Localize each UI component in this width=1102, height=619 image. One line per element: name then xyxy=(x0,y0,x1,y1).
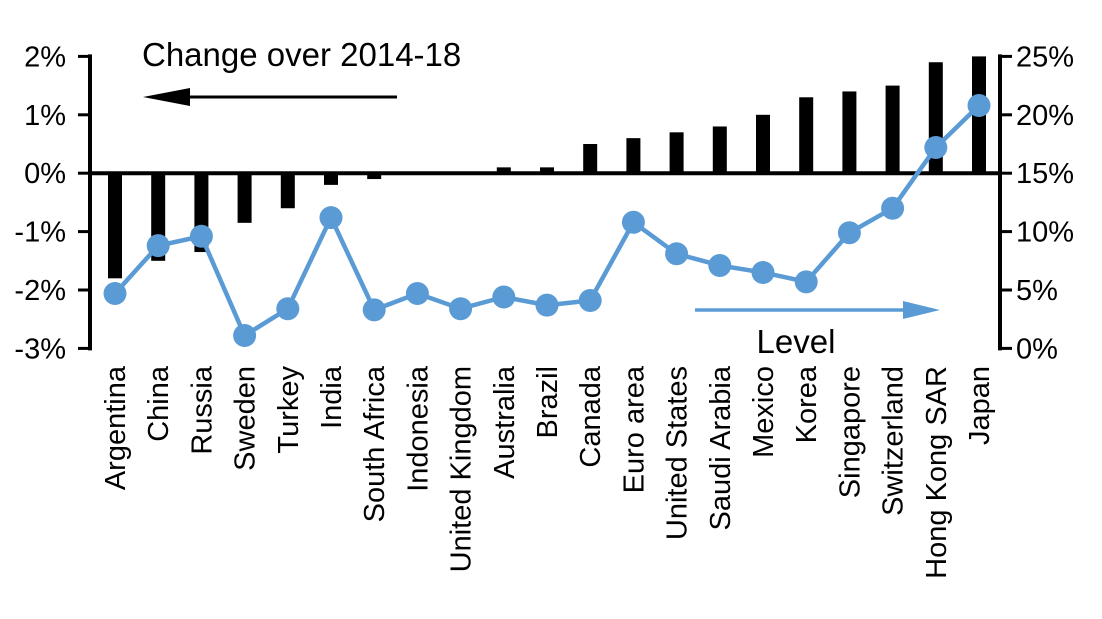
category-label: Saudi Arabia xyxy=(705,365,737,530)
level-marker xyxy=(362,298,386,322)
level-marker xyxy=(967,93,991,117)
right-tick-label: 15% xyxy=(1016,158,1074,190)
bar xyxy=(626,138,641,174)
category-label: Argentina xyxy=(100,365,132,490)
bar xyxy=(280,173,295,209)
category-label: Singapore xyxy=(834,366,866,498)
bar xyxy=(799,97,814,174)
level-marker xyxy=(665,242,689,266)
left-tick-label: 1% xyxy=(24,100,66,132)
right-arrow-head-icon xyxy=(903,301,940,319)
bar xyxy=(583,144,598,174)
category-label: United States xyxy=(662,366,694,540)
left-tick-label: 2% xyxy=(24,41,66,73)
level-marker xyxy=(535,293,559,317)
bar xyxy=(540,167,554,174)
bar xyxy=(885,85,900,174)
level-marker xyxy=(578,289,602,313)
level-marker xyxy=(103,282,127,306)
level-marker xyxy=(837,221,861,245)
category-label: Switzerland xyxy=(878,366,910,516)
left-series-annotation: Change over 2014-18 xyxy=(142,36,461,73)
bar xyxy=(367,173,382,180)
level-marker xyxy=(233,324,257,348)
level-marker xyxy=(449,297,473,321)
left-tick-label: -3% xyxy=(14,333,66,365)
right-tick-label: 20% xyxy=(1016,100,1074,132)
level-marker xyxy=(492,285,516,309)
level-marker xyxy=(794,270,818,294)
category-label: Canada xyxy=(575,365,607,467)
category-label: Korea xyxy=(791,365,823,443)
category-label: Turkey xyxy=(273,366,305,454)
category-label: Japan xyxy=(964,366,996,445)
right-tick-label: 25% xyxy=(1016,41,1074,73)
level-marker xyxy=(924,136,948,160)
level-marker xyxy=(621,210,645,234)
level-marker xyxy=(189,224,213,248)
right-tick-label: 10% xyxy=(1016,217,1074,249)
left-tick-label: -1% xyxy=(14,217,66,249)
category-label: Euro area xyxy=(618,365,650,493)
level-marker xyxy=(276,297,300,321)
bar xyxy=(842,91,857,174)
level-marker xyxy=(881,196,905,220)
category-label: China xyxy=(143,365,175,442)
category-label: United Kingdom xyxy=(446,366,478,572)
bar xyxy=(669,132,684,174)
category-label: Hong Kong SAR xyxy=(921,366,953,579)
bar xyxy=(496,167,511,174)
level-marker xyxy=(146,234,170,258)
bar xyxy=(756,114,770,174)
right-series-annotation: Level xyxy=(757,323,836,360)
bar xyxy=(237,173,252,223)
category-label: Mexico xyxy=(748,366,780,458)
category-label: Sweden xyxy=(230,366,262,471)
level-marker xyxy=(708,253,732,277)
bar xyxy=(324,173,338,185)
right-tick-label: 0% xyxy=(1016,333,1058,365)
category-label: India xyxy=(316,365,348,429)
category-label: Indonesia xyxy=(402,365,434,492)
right-tick-label: 5% xyxy=(1016,275,1058,307)
level-marker xyxy=(405,282,429,306)
category-label: South Africa xyxy=(359,365,391,522)
category-label: Australia xyxy=(489,365,521,479)
category-label: Russia xyxy=(186,365,218,455)
level-marker xyxy=(319,206,343,230)
category-label: Brazil xyxy=(532,366,564,439)
bar xyxy=(108,173,122,279)
left-arrow-head-icon xyxy=(143,88,190,106)
level-marker xyxy=(751,260,775,284)
left-tick-label: -2% xyxy=(14,275,66,307)
left-tick-label: 0% xyxy=(24,158,66,190)
bar xyxy=(712,126,727,174)
